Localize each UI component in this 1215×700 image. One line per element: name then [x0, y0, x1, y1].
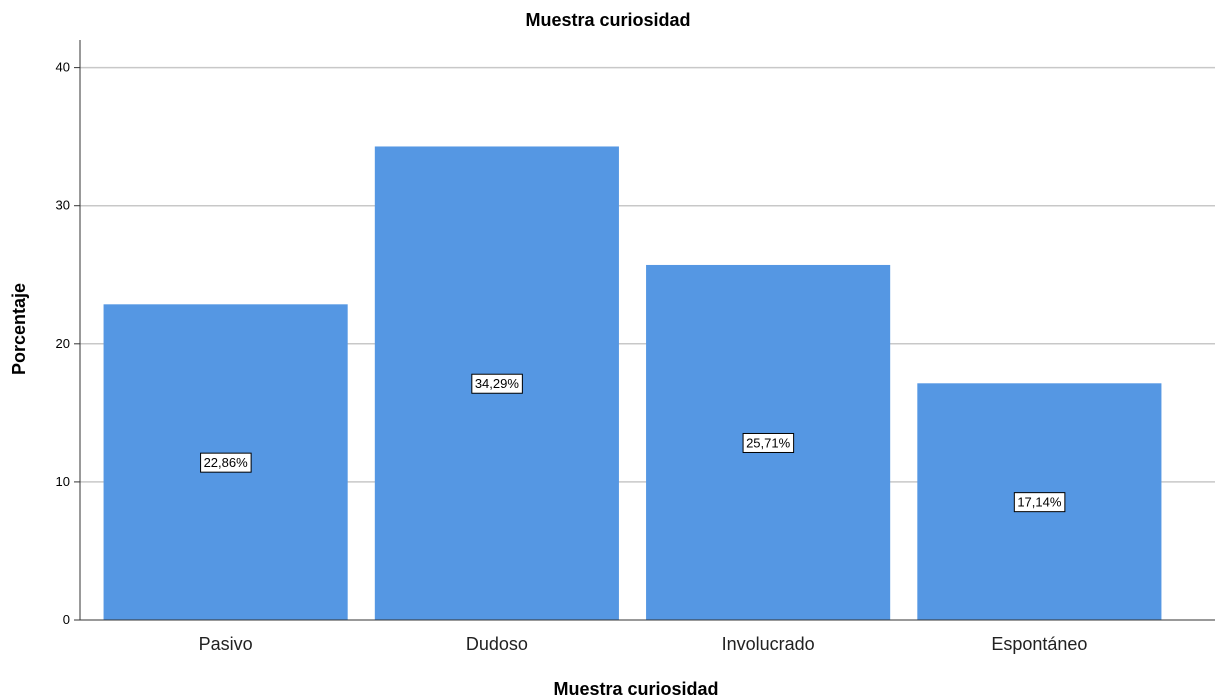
y-tick-label: 20 — [56, 336, 70, 351]
chart-title: Muestra curiosidad — [525, 10, 690, 30]
axes: 0 10 20 30 40 Pasivo Dudoso Involucrado Espontán… — [56, 40, 1215, 654]
bars — [103, 146, 1162, 620]
data-labels: 22,86% 34,29% 25,71% 17,14% — [200, 373, 1066, 513]
data-label-box — [742, 432, 795, 453]
data-label: 25,71% — [746, 435, 791, 450]
y-tick-label: 40 — [56, 60, 70, 75]
data-label: 17,14% — [1017, 495, 1062, 510]
x-tick-label: Involucrado — [722, 634, 815, 654]
y-tick-label: 10 — [56, 474, 70, 489]
x-axis-title: Muestra curiosidad — [553, 679, 718, 699]
data-label-box — [1013, 492, 1066, 513]
x-tick-label: Pasivo — [199, 634, 253, 654]
y-tick-label: 30 — [56, 198, 70, 213]
x-tick-label: Espontáneo — [991, 634, 1087, 654]
data-label: 22,86% — [204, 455, 249, 470]
y-tick-label: 0 — [63, 612, 70, 627]
x-tick-label: Dudoso — [466, 634, 528, 654]
y-axis-title: Porcentaje — [9, 283, 29, 375]
data-label-box — [200, 452, 252, 473]
data-label: 34,29% — [475, 376, 520, 391]
data-label-box — [471, 373, 523, 394]
